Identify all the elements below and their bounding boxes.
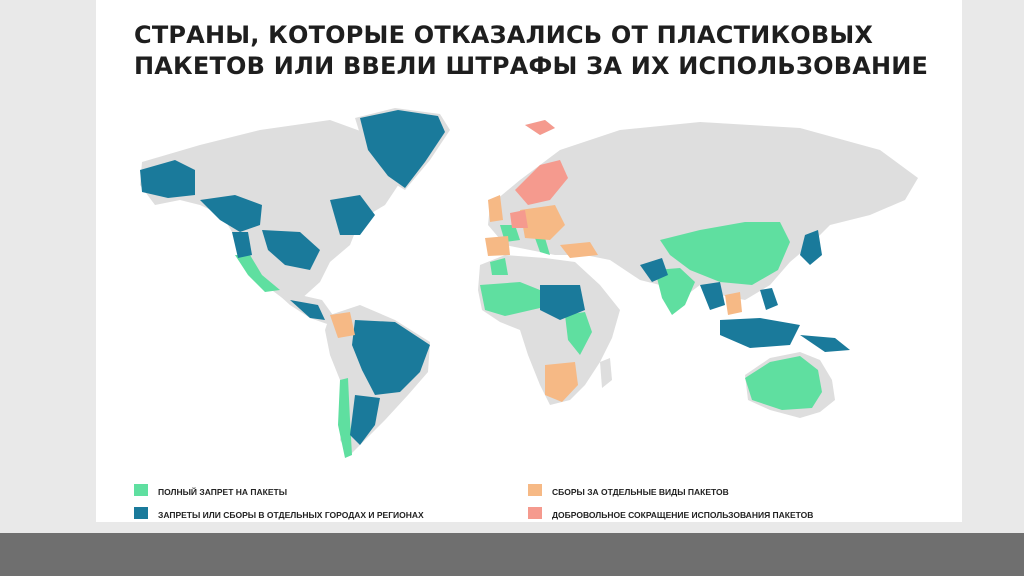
legend-item-fees: СБОРЫ ЗА ОТДЕЛЬНЫЕ ВИДЫ ПАКЕТОВ	[552, 486, 729, 497]
region-turkey	[560, 242, 598, 258]
legend	[134, 484, 542, 519]
presentation-bottom-bar	[0, 533, 1024, 576]
region-us-states	[262, 230, 320, 270]
full-ban-regions	[235, 222, 822, 458]
region-china	[660, 222, 790, 285]
legend-item-partial: ЗАПРЕТЫ ИЛИ СБОРЫ В ОТДЕЛЬНЫХ ГОРОДАХ И …	[158, 509, 424, 520]
legend-label-voluntary: ДОБРОВОЛЬНОЕ СОКРАЩЕНИЕ ИСПОЛЬЗОВАНИЯ ПА…	[552, 509, 814, 520]
title-line-1: СТРАНЫ, КОТОРЫЕ ОТКАЗАЛИСЬ ОТ ПЛАСТИКОВЫ…	[134, 21, 874, 49]
legend-item-voluntary: ДОБРОВОЛЬНОЕ СОКРАЩЕНИЕ ИСПОЛЬЗОВАНИЯ ПА…	[552, 509, 813, 520]
legend-swatch-voluntary	[528, 507, 542, 519]
region-iberia	[485, 236, 510, 256]
region-thailand	[725, 292, 742, 315]
region-chile	[338, 378, 352, 458]
legend-item-full-ban: ПОЛНЫЙ ЗАПРЕТ НА ПАКЕТЫ	[158, 486, 287, 497]
region-svalbard	[525, 120, 555, 135]
region-colombia	[330, 312, 355, 338]
eurasia-land	[488, 122, 918, 300]
title-line-2: ПАКЕТОВ ИЛИ ВВЕЛИ ШТРАФЫ ЗА ИХ ИСПОЛЬЗОВ…	[134, 52, 929, 80]
region-sahel	[540, 285, 585, 320]
region-us-west	[232, 232, 252, 258]
region-new-guinea	[800, 335, 850, 352]
region-indonesia	[720, 318, 800, 348]
region-quebec	[330, 195, 375, 235]
region-greenland	[360, 110, 445, 188]
madagascar-land	[600, 358, 612, 388]
region-australia	[745, 356, 822, 410]
region-europe-west	[510, 210, 528, 228]
region-scandinavia	[515, 160, 568, 205]
region-mexico	[235, 255, 280, 292]
region-alaska	[140, 160, 195, 198]
region-europe-central	[520, 205, 565, 240]
region-southeast-asia	[700, 282, 725, 310]
north-america-land	[140, 120, 405, 300]
region-south-africa	[545, 362, 578, 402]
legend-label-partial: ЗАПРЕТЫ ИЛИ СБОРЫ В ОТДЕЛЬНЫХ ГОРОДАХ И …	[158, 509, 424, 520]
region-central-america	[290, 300, 325, 320]
fees-regions	[330, 195, 742, 402]
region-japan	[800, 230, 822, 265]
legend-swatch-fees	[528, 484, 542, 496]
region-north-africa	[490, 258, 508, 275]
region-uk	[488, 195, 503, 222]
map-title: СТРАНЫ, КОТОРЫЕ ОТКАЗАЛИСЬ ОТ ПЛАСТИКОВЫ…	[134, 20, 934, 82]
region-argentina	[350, 395, 380, 445]
region-canada-provinces	[200, 195, 262, 232]
voluntary-regions	[510, 120, 568, 228]
region-philippines	[760, 288, 778, 310]
partial-regions	[140, 110, 850, 445]
region-east-africa	[565, 312, 592, 355]
region-pakistan	[640, 258, 668, 282]
legend-swatch-full-ban	[134, 484, 148, 496]
legend-label-fees: СБОРЫ ЗА ОТДЕЛЬНЫЕ ВИДЫ ПАКЕТОВ	[552, 486, 729, 497]
region-italy	[535, 238, 550, 255]
legend-label-full-ban: ПОЛНЫЙ ЗАПРЕТ НА ПАКЕТЫ	[158, 486, 288, 497]
region-west-africa	[480, 282, 540, 316]
region-india	[655, 268, 695, 315]
legend-swatch-partial	[134, 507, 148, 519]
region-brazil	[352, 320, 430, 395]
